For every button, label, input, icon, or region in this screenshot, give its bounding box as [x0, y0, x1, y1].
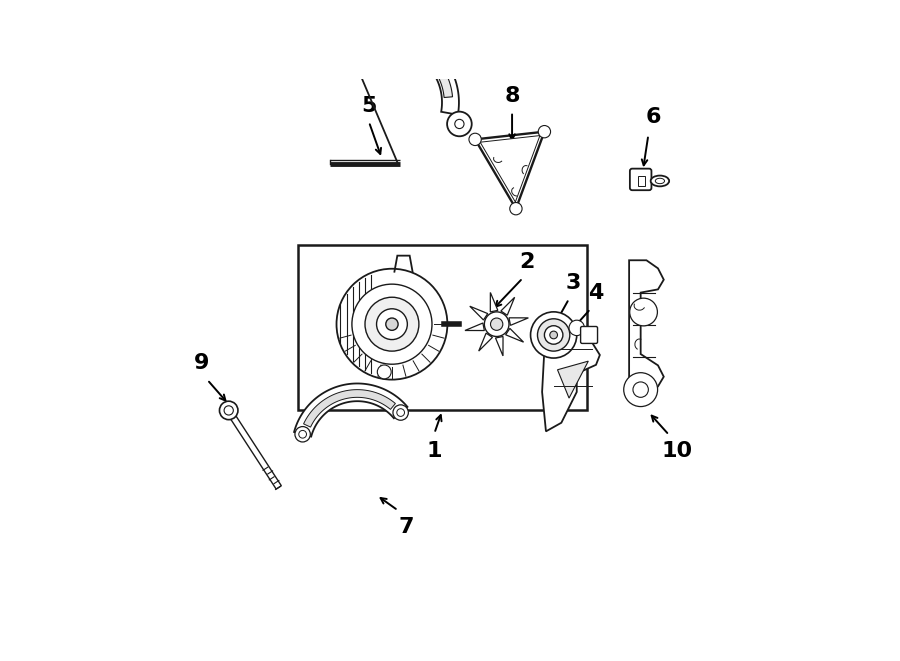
Circle shape: [531, 312, 577, 358]
Polygon shape: [294, 383, 408, 436]
Circle shape: [352, 284, 432, 364]
Circle shape: [633, 382, 648, 397]
Circle shape: [365, 297, 418, 351]
Circle shape: [454, 120, 464, 129]
Polygon shape: [475, 132, 544, 209]
Polygon shape: [465, 323, 484, 330]
Polygon shape: [496, 336, 503, 356]
Text: 7: 7: [398, 517, 414, 537]
Text: 2: 2: [519, 252, 535, 272]
Circle shape: [377, 365, 392, 379]
Circle shape: [224, 406, 233, 415]
Polygon shape: [629, 260, 664, 398]
Polygon shape: [506, 329, 524, 342]
Polygon shape: [470, 306, 488, 320]
Circle shape: [569, 320, 584, 336]
Circle shape: [469, 134, 482, 145]
Text: 4: 4: [589, 283, 604, 303]
Text: 6: 6: [646, 107, 662, 127]
Circle shape: [491, 318, 503, 330]
FancyBboxPatch shape: [580, 327, 598, 344]
Polygon shape: [501, 297, 515, 315]
Circle shape: [538, 126, 551, 138]
Circle shape: [376, 309, 408, 340]
Polygon shape: [509, 318, 528, 325]
FancyBboxPatch shape: [630, 169, 652, 190]
Polygon shape: [303, 389, 395, 427]
Polygon shape: [347, 32, 459, 115]
Polygon shape: [557, 361, 589, 398]
Circle shape: [299, 430, 307, 438]
Circle shape: [537, 319, 570, 351]
Circle shape: [397, 408, 404, 416]
Polygon shape: [366, 38, 453, 98]
Circle shape: [484, 312, 509, 336]
Bar: [298, 245, 587, 410]
Circle shape: [393, 405, 409, 420]
Ellipse shape: [651, 176, 670, 186]
Polygon shape: [479, 333, 492, 351]
Circle shape: [630, 298, 657, 326]
Circle shape: [295, 426, 310, 442]
Circle shape: [447, 112, 472, 136]
Text: 1: 1: [427, 442, 442, 461]
Circle shape: [337, 269, 447, 379]
Text: 9: 9: [194, 354, 210, 373]
Circle shape: [509, 202, 522, 215]
Circle shape: [220, 401, 238, 420]
Polygon shape: [481, 136, 540, 202]
Circle shape: [544, 326, 562, 344]
Ellipse shape: [655, 178, 664, 184]
Circle shape: [386, 318, 398, 330]
Text: 5: 5: [361, 97, 376, 116]
Text: 3: 3: [566, 274, 581, 293]
Polygon shape: [226, 408, 282, 489]
Circle shape: [624, 373, 658, 407]
Text: 10: 10: [662, 442, 692, 461]
Circle shape: [550, 331, 557, 339]
Polygon shape: [542, 315, 599, 432]
Text: 8: 8: [504, 87, 520, 106]
Bar: [637, 176, 645, 186]
Polygon shape: [491, 292, 498, 312]
